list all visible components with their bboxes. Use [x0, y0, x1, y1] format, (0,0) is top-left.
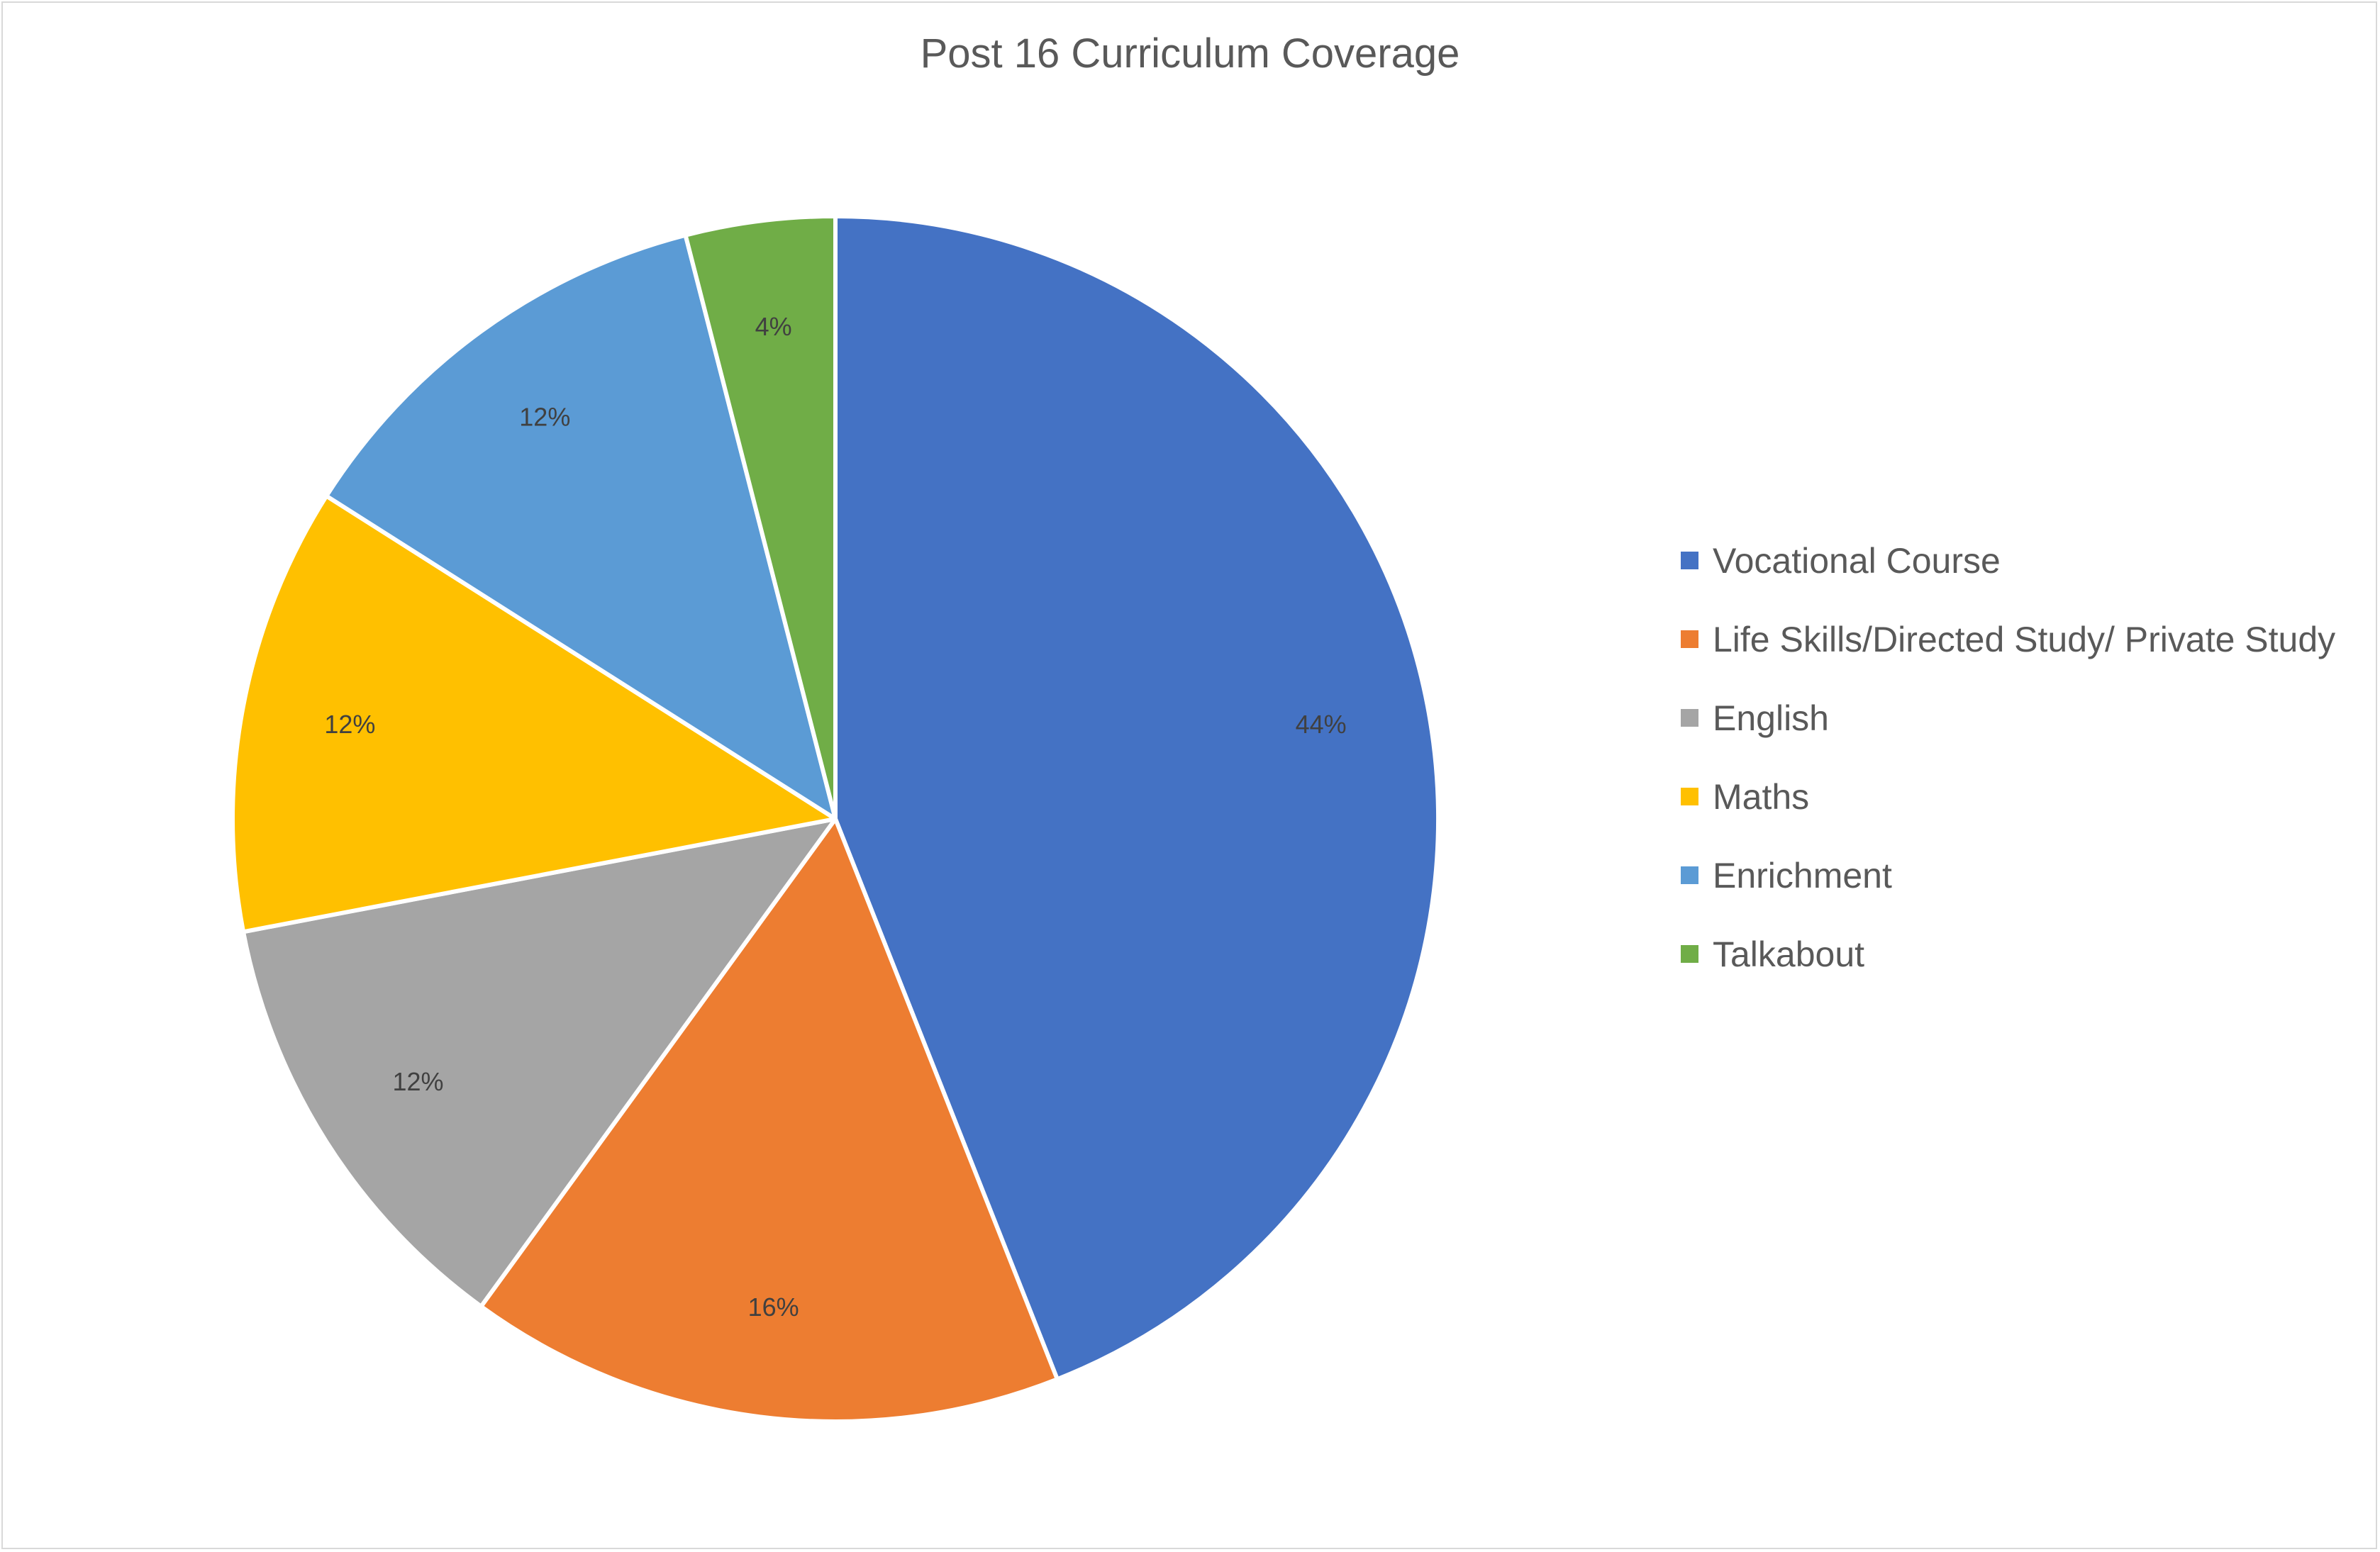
legend: Vocational Course Life Skills/Directed St…	[1681, 521, 2335, 993]
pie-slice-1	[833, 214, 1440, 1382]
data-label-4: 12%	[324, 710, 375, 739]
pie-slice-6	[683, 214, 838, 821]
legend-swatch	[1681, 945, 1698, 963]
data-label-1: 44%	[1296, 710, 1347, 739]
legend-item-5: Enrichment	[1681, 836, 2335, 915]
legend-label: Life Skills/Directed Study/ Private Stud…	[1713, 619, 2336, 659]
legend-label: Enrichment	[1713, 855, 1892, 895]
pie-slice-5	[324, 233, 838, 821]
legend-label: English	[1713, 698, 1829, 738]
pie-slice-4	[230, 493, 838, 934]
data-label-5: 12%	[519, 403, 570, 432]
legend-item-6: Talkabout	[1681, 915, 2335, 993]
legend-swatch	[1681, 630, 1698, 648]
pie-slice-2	[479, 817, 1060, 1424]
legend-item-1: Vocational Course	[1681, 521, 2335, 600]
legend-swatch	[1681, 709, 1698, 727]
legend-swatch	[1681, 866, 1698, 884]
legend-swatch	[1681, 552, 1698, 569]
legend-item-4: Maths	[1681, 757, 2335, 836]
legend-swatch	[1681, 788, 1698, 805]
data-label-3: 12%	[392, 1067, 443, 1096]
chart-title: Post 16 Curriculum Coverage	[920, 30, 1460, 77]
pie-slice-3	[241, 817, 838, 1309]
legend-label: Maths	[1713, 776, 1810, 817]
legend-label: Vocational Course	[1713, 540, 2001, 581]
legend-item-3: English	[1681, 679, 2335, 757]
legend-item-2: Life Skills/Directed Study/ Private Stud…	[1681, 600, 2335, 679]
data-label-2: 16%	[748, 1293, 799, 1322]
data-label-6: 4%	[755, 312, 792, 341]
legend-label: Talkabout	[1713, 934, 1865, 974]
